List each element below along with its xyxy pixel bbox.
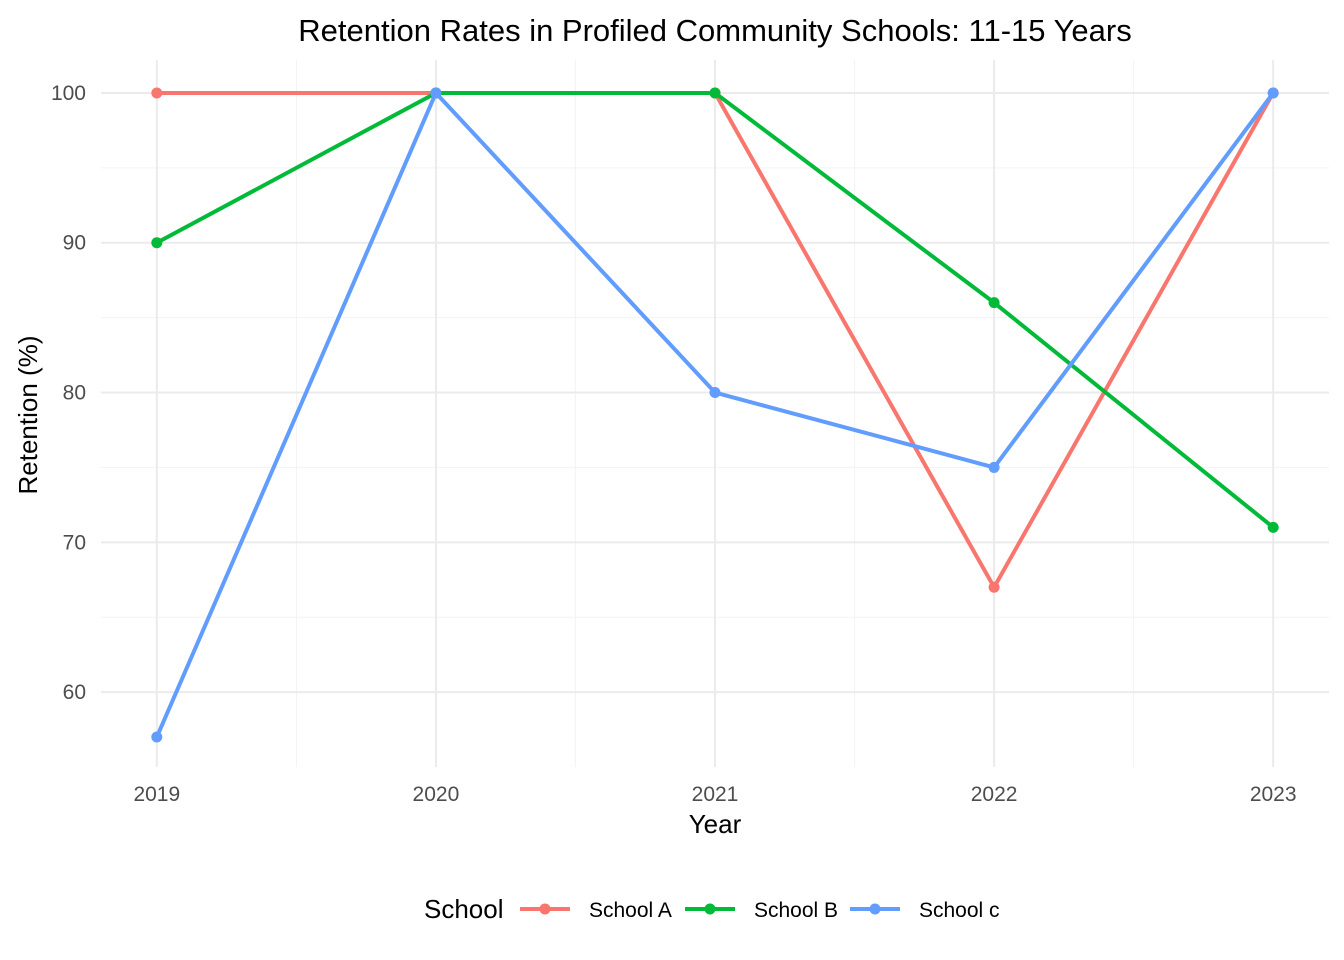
y-axis-title: Retention (%) xyxy=(13,336,43,495)
data-point-school-c xyxy=(151,731,163,743)
x-tick-label: 2021 xyxy=(692,783,739,806)
y-tick-label: 100 xyxy=(51,82,86,105)
data-point-school-b xyxy=(988,297,1000,309)
y-tick-label: 80 xyxy=(63,382,86,405)
plot-grid xyxy=(101,60,1329,767)
data-point-school-b xyxy=(151,237,163,249)
x-axis-title: Year xyxy=(689,809,742,839)
x-tick-label: 2019 xyxy=(133,783,180,806)
y-tick-label: 60 xyxy=(63,681,86,704)
legend-label-school-a: School A xyxy=(589,899,672,922)
series-points xyxy=(151,87,1279,743)
x-tick-label: 2023 xyxy=(1250,783,1297,806)
legend-key-point-school-a xyxy=(539,903,551,915)
legend-label-school-b: School B xyxy=(754,899,838,922)
data-point-school-b xyxy=(709,87,721,99)
chart-title: Retention Rates in Profiled Community Sc… xyxy=(298,13,1131,48)
y-tick-label: 70 xyxy=(63,531,86,554)
y-axis-ticks: 60 70 80 90 100 xyxy=(51,82,86,704)
data-point-school-c xyxy=(1267,87,1279,99)
x-tick-label: 2022 xyxy=(971,783,1018,806)
y-tick-label: 90 xyxy=(63,232,86,255)
legend-label-school-c: School c xyxy=(919,899,1000,922)
data-point-school-c xyxy=(709,387,721,399)
legend-key-point-school-b xyxy=(704,903,716,915)
legend-title: School xyxy=(424,894,504,924)
legend: School School A School B School c xyxy=(424,894,1000,924)
data-point-school-c xyxy=(430,87,442,99)
x-tick-label: 2020 xyxy=(413,783,460,806)
data-point-school-b xyxy=(1267,521,1279,533)
x-axis-ticks: 2019 2020 2021 2022 2023 xyxy=(133,783,1296,806)
data-point-school-c xyxy=(988,461,1000,473)
data-point-school-a xyxy=(151,87,163,99)
legend-key-point-school-c xyxy=(869,903,881,915)
data-point-school-a xyxy=(988,581,1000,593)
